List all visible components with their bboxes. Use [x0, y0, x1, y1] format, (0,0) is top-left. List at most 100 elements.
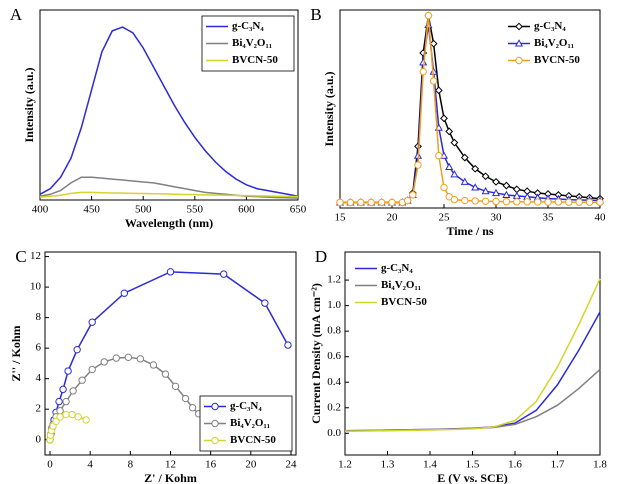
marker — [136, 355, 145, 363]
x-tick-label: 16 — [205, 459, 217, 471]
x-tick-label: 8 — [128, 459, 134, 471]
marker — [120, 289, 129, 297]
y-axis-label: Intensity (a.u.) — [22, 67, 36, 142]
legend-label: Bi₄V₂O₁₁ — [232, 37, 272, 49]
marker — [62, 410, 70, 419]
marker — [440, 114, 448, 123]
marker — [491, 188, 501, 197]
marker — [585, 198, 594, 206]
legend-marker — [515, 22, 523, 31]
legend-label: g-C₃N₄ — [230, 400, 262, 412]
y-axis-label: Intensity (a.u.) — [322, 71, 336, 146]
x-tick-label: 450 — [83, 204, 100, 216]
marker — [461, 196, 469, 205]
marker — [575, 198, 583, 206]
plot-frame — [39, 9, 299, 201]
x-axis-label: Wavelength (nm) — [125, 216, 213, 230]
series-line — [340, 24, 601, 204]
marker — [513, 198, 521, 206]
marker — [502, 190, 511, 198]
marker — [414, 161, 422, 169]
marker — [440, 183, 448, 192]
marker — [435, 151, 443, 160]
marker — [59, 385, 67, 394]
y-tick-label: 2 — [36, 403, 42, 415]
x-axis-label: Z' / Kohm — [144, 471, 197, 484]
legend-label: g-C₃N₄ — [534, 20, 566, 32]
x-tick-label: 24 — [285, 459, 297, 471]
legend-label: Bi₄V₂O₁₁ — [381, 279, 421, 291]
x-tick-label: 1.2 — [338, 459, 352, 471]
marker — [481, 186, 490, 195]
marker — [471, 197, 479, 205]
marker — [336, 198, 344, 207]
marker — [88, 318, 96, 326]
panel-label: C — [15, 247, 26, 266]
y-tick-label: 0.0 — [327, 427, 341, 439]
x-tick-label: 15 — [335, 212, 347, 224]
x-tick-label: 35 — [543, 212, 555, 224]
y-axis-label: Current Density (mA cm⁻²) — [309, 283, 323, 424]
marker — [492, 177, 500, 186]
x-tick-label: 400 — [32, 204, 49, 216]
marker — [181, 394, 190, 403]
legend-marker — [514, 39, 524, 47]
panel-label: A — [10, 5, 23, 24]
x-tick-label: 1.7 — [551, 459, 565, 471]
y-tick-label: 4 — [36, 372, 42, 384]
marker — [112, 354, 120, 362]
marker — [55, 397, 63, 406]
x-tick-label: 0 — [47, 459, 53, 471]
x-tick-label: 550 — [187, 204, 204, 216]
marker — [450, 195, 459, 204]
legend-label: BVCN-50 — [381, 296, 427, 308]
plot-frame — [339, 9, 601, 209]
marker — [429, 77, 438, 85]
x-tick-label: 20 — [245, 459, 257, 471]
legend-label: BVCN-50 — [534, 54, 580, 66]
marker — [367, 198, 375, 207]
marker — [596, 198, 604, 206]
legend-label: Bi₄V₂O₁₁ — [534, 37, 574, 49]
marker — [88, 365, 96, 374]
marker — [450, 138, 459, 147]
x-tick-label: 4 — [87, 459, 93, 471]
marker — [74, 413, 82, 421]
legend-marker — [211, 402, 219, 411]
marker — [460, 153, 469, 162]
series-line — [344, 311, 601, 432]
marker — [403, 196, 412, 205]
marker — [166, 268, 175, 276]
legend-label: BVCN-50 — [230, 434, 276, 446]
marker — [471, 183, 480, 191]
marker — [377, 198, 386, 207]
marker — [434, 86, 443, 95]
y-axis-label: Z'' / Kohm — [9, 325, 23, 381]
legend-label: g-C₃N₄ — [232, 20, 264, 32]
marker — [445, 162, 454, 170]
marker — [481, 172, 490, 181]
marker — [460, 177, 469, 185]
marker — [419, 67, 427, 76]
marker — [100, 358, 108, 366]
y-tick-label: 0.2 — [327, 401, 341, 413]
marker — [62, 397, 70, 406]
x-tick-label: 650 — [290, 204, 307, 216]
x-tick-label: 12 — [165, 459, 176, 471]
marker — [82, 416, 90, 424]
marker — [502, 181, 511, 190]
x-axis-label: Time / ns — [446, 224, 493, 238]
legend-label: Bi₄V₂O₁₁ — [230, 417, 270, 429]
series-line — [39, 26, 299, 197]
marker — [188, 403, 197, 412]
y-tick-label: 8 — [36, 311, 42, 323]
marker — [78, 376, 86, 384]
marker — [565, 198, 573, 206]
marker — [424, 11, 433, 20]
marker — [429, 39, 438, 48]
x-axis-label: E (V vs. SCE) — [437, 471, 507, 484]
legend-marker — [211, 419, 219, 428]
marker — [492, 197, 500, 206]
x-tick-label: 1.5 — [466, 459, 480, 471]
